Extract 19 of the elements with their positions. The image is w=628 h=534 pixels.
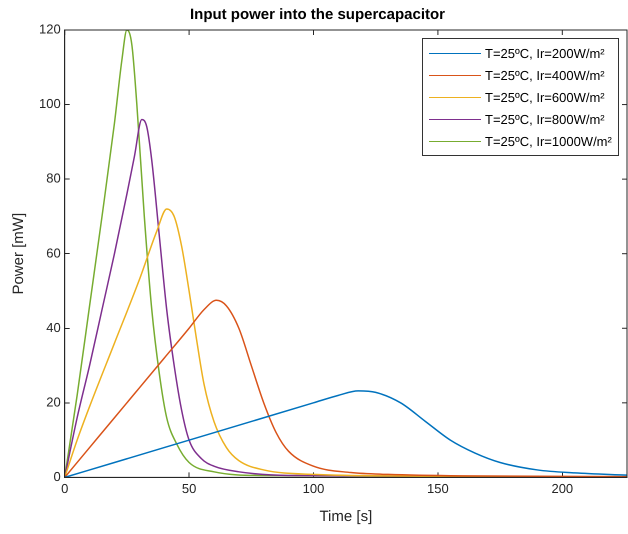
y-tick-label: 120 (38, 22, 61, 37)
y-tick-label: 60 (46, 245, 61, 260)
y-tick-label: 40 (46, 320, 61, 335)
y-tick-label: 80 (46, 170, 61, 186)
x-tick-label: 200 (551, 480, 574, 496)
y-axis-title: Power [mW] (10, 212, 28, 295)
x-tick-label: 150 (427, 480, 449, 496)
x-axis-title: Time [s] (319, 508, 372, 526)
y-tick-label: 0 (53, 468, 61, 484)
y-tick-label: 100 (38, 96, 61, 112)
legend-label: T=25ºC, Ir=200W/m² (485, 46, 605, 60)
x-tick-label: 100 (302, 480, 324, 496)
chart-title: Input power into the supercapacitor (190, 6, 446, 24)
legend-label: T=25ºC, Ir=800W/m² (485, 112, 605, 126)
legend-label: T=25ºC, Ir=1000W/m² (485, 134, 612, 148)
legend-label: T=25ºC, Ir=400W/m² (485, 68, 605, 82)
y-tick-label: 20 (46, 394, 61, 410)
legend-label: T=25ºC, Ir=600W/m² (485, 90, 605, 104)
x-tick-label: 50 (182, 480, 196, 496)
